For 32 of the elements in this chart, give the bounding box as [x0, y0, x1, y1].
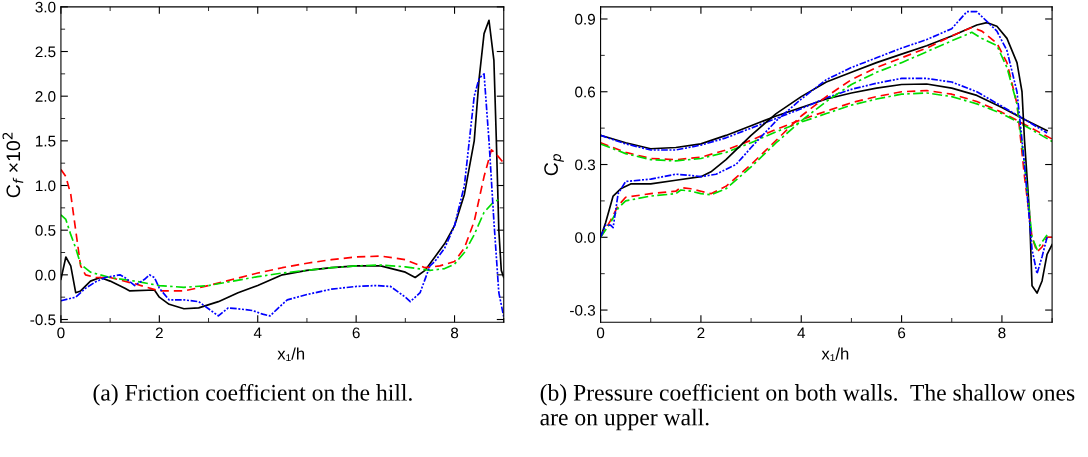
x-axis-title: x₁/h: [821, 347, 849, 361]
x-tick-label: 0: [57, 327, 65, 339]
x-axis-title: x₁/h: [277, 347, 305, 361]
x-tick-label: 6: [352, 327, 360, 339]
y-axis-title: C$_{p}$: [544, 154, 564, 176]
x-tick-label: 6: [898, 327, 906, 339]
text: (b) Pressure coefficient on both walls. The shallow ones are on upper wall.: [540, 383, 1075, 431]
y-tick-label: 0.3: [575, 159, 596, 171]
text: (a) Friction coefficient on the hill.: [93, 383, 412, 406]
x-tick-label: 4: [253, 327, 262, 339]
x-tick-label: 0: [596, 327, 605, 339]
y-tick-label: 1.0: [36, 180, 56, 192]
line-series: [60, 73, 504, 318]
x-tick-label: 8: [998, 327, 1006, 339]
y-tick-label: 0.0: [35, 269, 56, 281]
y-tick-label: 0.9: [575, 13, 595, 25]
y-axis-title: C$_{f}$ ×10$^{2}$: [2, 132, 24, 198]
y-tick-label: -0.5: [30, 314, 56, 326]
y-tick-label: 2.5: [35, 46, 56, 58]
x-tick-label: 8: [450, 327, 459, 339]
x-tick-label: 2: [697, 327, 705, 339]
y-tick-label: 1.5: [36, 135, 56, 147]
y-tick-label: 0.6: [575, 86, 596, 98]
x-tick-label: 2: [155, 327, 163, 339]
y-tick-label: 0.5: [35, 225, 56, 236]
y-tick-label: 3.0: [35, 1, 56, 13]
line-series: [60, 198, 500, 289]
line-series: [60, 148, 504, 292]
x-tick-label: 4: [797, 327, 806, 339]
y-tick-label: -0.3: [570, 304, 596, 316]
y-tick-label: 0.0: [575, 232, 596, 243]
y-tick-label: 2.0: [35, 91, 56, 102]
